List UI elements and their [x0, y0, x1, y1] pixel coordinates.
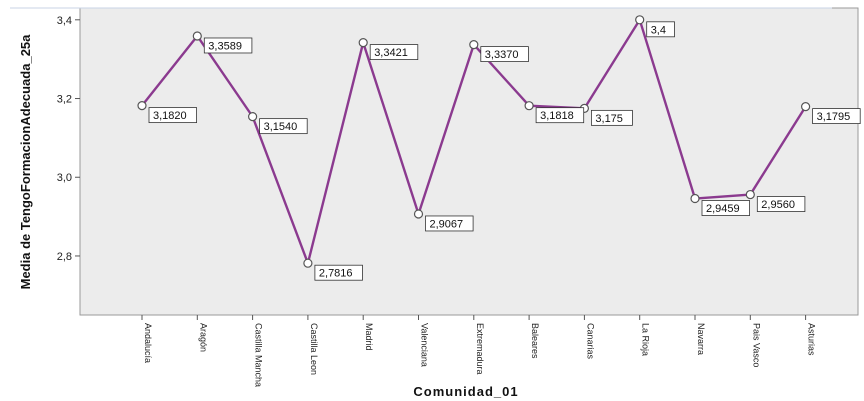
- data-point: [800, 101, 811, 112]
- data-label-text: 2,9459: [706, 203, 740, 215]
- data-label-text: 3,3370: [485, 49, 519, 61]
- data-label-text: 2,9560: [761, 199, 795, 211]
- x-tick-label: Castilla Mancha: [254, 323, 264, 387]
- x-tick-label: Canarias: [585, 323, 595, 360]
- y-tick-label: 3,2: [57, 94, 72, 106]
- data-label-box: [148, 107, 197, 124]
- data-label-box: [535, 107, 585, 124]
- x-tick-label: Navarra: [696, 323, 706, 355]
- data-label: 3,175: [591, 109, 633, 126]
- data-label: 3,3421: [369, 44, 419, 60]
- data-label-box: [314, 264, 363, 281]
- data-label-box: [203, 37, 253, 54]
- y-tick-label: 3,4: [57, 15, 72, 27]
- data-point: [137, 101, 147, 111]
- data-label-text: 3,175: [595, 113, 623, 125]
- data-label-text: 3,1818: [540, 110, 574, 122]
- data-label: 3,4: [646, 21, 675, 38]
- data-point: [690, 193, 700, 204]
- data-label-text: 3,4: [651, 24, 666, 36]
- data-points: [137, 15, 811, 268]
- data-point: [358, 37, 368, 48]
- x-tick-label: Andalucía: [143, 323, 153, 363]
- data-label: 2,9459: [701, 200, 750, 216]
- data-label-box: [369, 44, 419, 60]
- data-label: 3,1540: [259, 118, 308, 135]
- data-label-box: [259, 118, 308, 135]
- plot-area: [79, 7, 859, 316]
- x-tick-label: Aragón: [198, 323, 208, 352]
- x-tick-label: Baleares: [530, 323, 540, 359]
- data-label-text: 3,1540: [264, 121, 298, 133]
- data-label-box: [646, 21, 675, 38]
- data-label: 3,3589: [203, 37, 253, 54]
- data-label-box: [812, 108, 861, 124]
- data-label-box: [701, 200, 750, 216]
- data-point: [303, 258, 313, 268]
- y-tick-label: 3,0: [57, 172, 72, 184]
- data-label-box: [425, 215, 474, 232]
- x-tick-label: Castilla Leon: [309, 323, 319, 375]
- data-label: 2,7816: [314, 264, 363, 281]
- data-point: [745, 189, 755, 200]
- x-tick-label: La Rioja: [641, 323, 651, 356]
- x-tick-label: Asturias: [807, 323, 817, 356]
- data-point: [469, 40, 479, 50]
- x-tick-label: Valenciana: [420, 323, 430, 367]
- x-tick-label: Pais Vasco: [751, 323, 761, 367]
- y-axis-label: Media de TengoFormacionAdecuada_25a: [18, 34, 33, 290]
- y-axis-ticks: 2,8 3,0 3,2 3,4: [57, 15, 80, 263]
- data-label-box: [480, 46, 529, 63]
- data-label-text: 3,1795: [817, 111, 851, 123]
- data-label: 3,3370: [480, 46, 529, 63]
- data-point: [192, 31, 202, 41]
- x-tick-label: Extremadura: [475, 323, 485, 375]
- x-tick-label: Madrid: [364, 323, 374, 351]
- x-axis-label: Comunidad_01: [413, 384, 518, 399]
- data-label-text: 2,7816: [319, 268, 353, 280]
- data-label-text: 3,3589: [208, 40, 242, 52]
- data-label-text: 3,3421: [374, 47, 408, 59]
- data-label: 3,1820: [148, 107, 197, 124]
- data-point: [524, 101, 534, 111]
- data-label: 2,9560: [756, 196, 806, 212]
- data-point: [635, 15, 645, 25]
- data-label: 2,9067: [425, 215, 474, 232]
- data-label-box: [591, 109, 633, 126]
- y-tick-label: 2,8: [57, 251, 72, 263]
- x-axis-ticks: Andalucía Aragón Castilla Mancha Castilla L…: [141, 315, 817, 387]
- data-label: 3,1818: [535, 107, 585, 124]
- data-point: [248, 112, 258, 122]
- data-label-text: 3,1820: [153, 110, 187, 122]
- data-label-text: 2,9067: [430, 218, 464, 230]
- data-point: [413, 209, 424, 219]
- data-label: 3,1795: [812, 108, 861, 124]
- data-labels: 3,1820 3,3589 3,1540 2,7816 3,3421 2,9067 3,33…: [148, 21, 861, 281]
- data-label-box: [756, 196, 806, 212]
